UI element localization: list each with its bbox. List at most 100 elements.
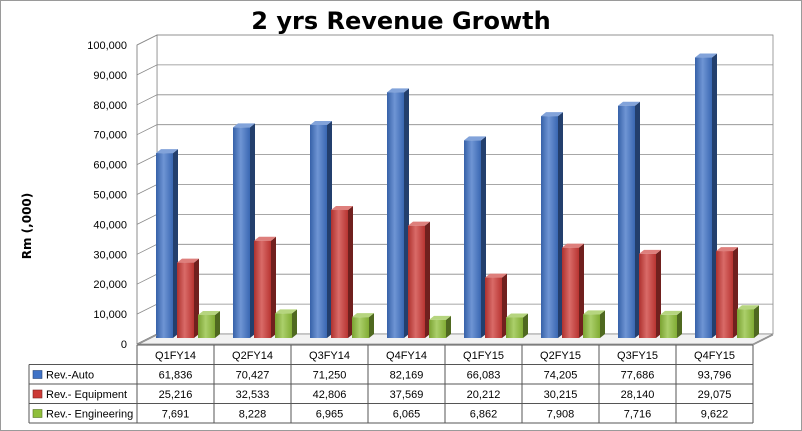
- bar-top: [506, 313, 528, 318]
- bar-front: [233, 127, 250, 338]
- bar-side: [215, 311, 220, 338]
- table-depth-edge: [136, 334, 158, 346]
- bar-top: [275, 309, 297, 314]
- bar-top: [485, 273, 507, 278]
- data-label: 29,075: [698, 389, 732, 401]
- bar-front: [310, 124, 327, 339]
- bar-top: [695, 53, 717, 58]
- bar-top: [408, 221, 430, 226]
- bar-side: [348, 206, 353, 338]
- bar-side: [754, 305, 759, 338]
- data-label: 32,533: [236, 389, 270, 401]
- data-label: 66,083: [467, 370, 501, 382]
- data-label: 71,250: [313, 370, 347, 382]
- bar-1-3: [408, 221, 430, 338]
- bar-side: [677, 310, 682, 338]
- bar-0-4: [464, 136, 486, 338]
- x-tick-label: Q1FY15: [463, 350, 504, 362]
- bar-0-2: [310, 120, 332, 339]
- x-tick-label: Q2FY14: [232, 350, 273, 362]
- bar-0-5: [541, 112, 563, 339]
- bar-side: [194, 258, 199, 338]
- y-tick-label: 60,000: [93, 160, 127, 172]
- bar-side: [523, 313, 528, 338]
- bar-side: [404, 88, 409, 338]
- data-label: 77,686: [621, 370, 655, 382]
- data-label: 6,965: [316, 409, 344, 421]
- bar-side: [600, 310, 605, 338]
- data-label: 70,427: [236, 370, 270, 382]
- bar-top: [541, 112, 563, 117]
- y-gridline: [136, 124, 773, 136]
- data-label: 7,691: [162, 409, 190, 421]
- bar-2-3: [429, 315, 451, 338]
- bar-front: [275, 313, 292, 338]
- y-tick-label: 0: [121, 339, 127, 351]
- legend-series-name: Rev.- Equipment: [46, 389, 127, 401]
- data-label: 6,862: [470, 409, 498, 421]
- bar-front: [177, 262, 194, 338]
- data-label: 37,569: [390, 389, 424, 401]
- bar-2-7: [737, 305, 759, 338]
- x-tick-label: Q4FY14: [386, 350, 427, 362]
- bar-2-6: [660, 310, 682, 338]
- bar-1-7: [716, 247, 738, 338]
- data-label: 8,228: [239, 409, 267, 421]
- bar-side: [733, 247, 738, 338]
- legend-series-name: Rev.- Engineering: [46, 409, 133, 421]
- x-tick-label: Q3FY15: [617, 350, 658, 362]
- bar-front: [387, 92, 404, 338]
- bar-front: [541, 116, 558, 339]
- legend-swatch: [32, 409, 43, 418]
- bar-side: [579, 243, 584, 338]
- bar-side: [250, 123, 255, 338]
- bar-top: [618, 101, 640, 106]
- data-label: 30,215: [544, 389, 578, 401]
- bar-front: [464, 140, 481, 338]
- bar-top: [429, 315, 451, 320]
- x-tick-label: Q3FY14: [309, 350, 350, 362]
- bar-front: [352, 317, 369, 338]
- bar-front: [506, 317, 523, 338]
- bar-front: [583, 314, 600, 338]
- bar-side: [712, 53, 717, 339]
- bar-side: [446, 315, 451, 338]
- bar-side: [271, 236, 276, 338]
- bar-side: [369, 313, 374, 338]
- bar-side: [635, 101, 640, 338]
- bar-1-0: [177, 258, 199, 338]
- plot-floor: [136, 333, 774, 345]
- bar-side: [481, 136, 486, 338]
- data-label: 20,212: [467, 389, 501, 401]
- bar-side: [558, 112, 563, 339]
- bar-top: [737, 305, 759, 310]
- bar-top: [254, 236, 276, 241]
- bar-2-5: [583, 310, 605, 338]
- bar-front: [198, 315, 215, 338]
- data-label: 82,169: [390, 370, 424, 382]
- bar-0-3: [387, 88, 409, 338]
- y-gridline: [136, 34, 773, 46]
- bar-2-1: [275, 309, 297, 338]
- bar-top: [156, 149, 178, 154]
- bar-front: [156, 153, 173, 338]
- bar-0-6: [618, 101, 640, 338]
- y-tick-label: 70,000: [93, 130, 127, 142]
- y-tick-label: 50,000: [93, 190, 127, 202]
- y-gridline: [136, 94, 773, 106]
- bar-side: [425, 221, 430, 338]
- data-label: 28,140: [621, 389, 655, 401]
- bar-top: [660, 310, 682, 315]
- bar-front: [408, 225, 425, 338]
- bar-front: [618, 105, 635, 338]
- bar-side: [327, 120, 332, 339]
- bar-front: [429, 319, 446, 338]
- bar-front: [331, 210, 348, 338]
- bar-1-5: [562, 243, 584, 338]
- bar-front: [695, 57, 712, 339]
- bar-1-4: [485, 273, 507, 338]
- y-tick-label: 30,000: [93, 249, 127, 261]
- data-label: 7,716: [624, 409, 652, 421]
- data-label: 42,806: [313, 389, 347, 401]
